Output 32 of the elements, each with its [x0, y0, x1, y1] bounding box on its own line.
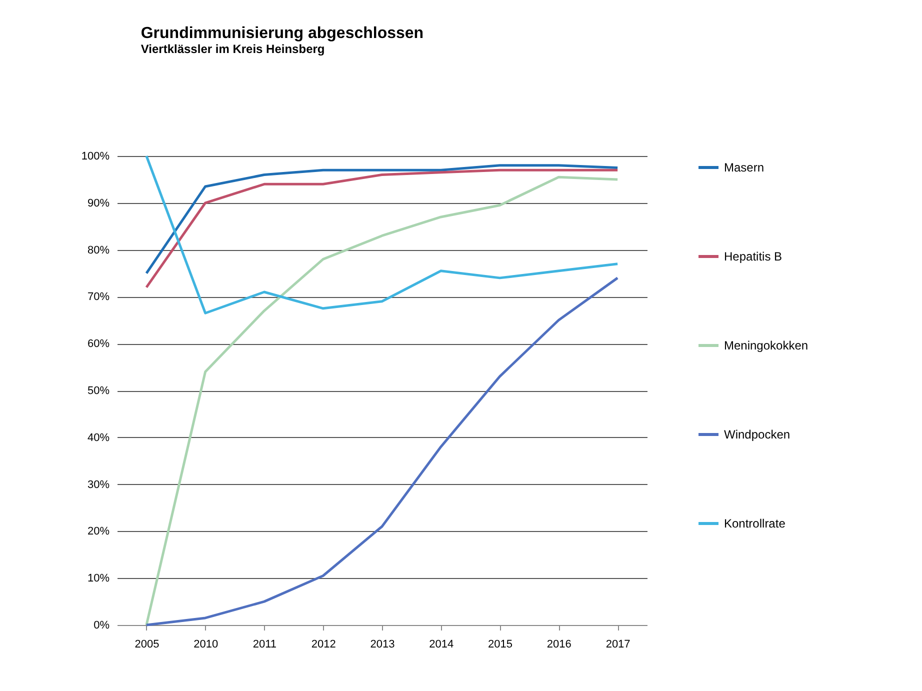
legend-label: Meningokokken	[724, 338, 808, 352]
y-tick-label: 90%	[87, 197, 110, 210]
chart-title: Grundimmunisierung abgeschlossen	[140, 25, 424, 42]
y-tick-label: 10%	[87, 572, 110, 585]
legend-label: Kontrollrate	[724, 516, 786, 530]
y-tick-label: 0%	[94, 620, 110, 632]
y-tick-label: 40%	[87, 432, 110, 444]
y-tick-label: 100%	[81, 150, 110, 162]
x-tick-label: 2011	[252, 638, 277, 650]
x-tick-label: 2005	[134, 638, 160, 650]
y-tick-label: 80%	[87, 244, 110, 256]
line-series	[145, 154, 619, 314]
x-tick-label: 2012	[311, 638, 336, 650]
x-tick-label: 2016	[546, 638, 572, 650]
x-tick-label: 2014	[429, 638, 454, 650]
y-tick-label: 60%	[87, 338, 110, 350]
legend-label: Masern	[724, 160, 764, 174]
y-tick-label: 20%	[87, 526, 110, 538]
x-tick-label: 2010	[194, 638, 218, 650]
y-tick-label: 50%	[87, 385, 110, 397]
legend-label: Windpocken	[724, 428, 790, 442]
x-tick-label: 2017	[606, 638, 630, 650]
line-series	[145, 164, 619, 274]
chart-subtitle: Viertklässler im Kreis Heinsberg	[140, 42, 325, 56]
y-tick-label: 30%	[87, 478, 110, 491]
line-series	[145, 276, 619, 626]
x-tick-label: 2015	[488, 638, 513, 650]
y-tick-label: 70%	[87, 291, 110, 304]
x-tick-label: 2013	[370, 638, 395, 650]
line-series	[145, 168, 619, 289]
line-series	[145, 176, 619, 626]
legend-label: Hepatitis B	[724, 250, 782, 264]
